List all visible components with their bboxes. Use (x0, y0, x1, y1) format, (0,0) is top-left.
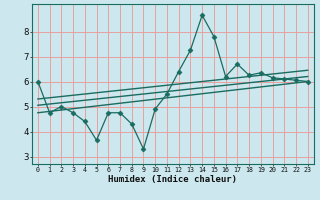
X-axis label: Humidex (Indice chaleur): Humidex (Indice chaleur) (108, 175, 237, 184)
